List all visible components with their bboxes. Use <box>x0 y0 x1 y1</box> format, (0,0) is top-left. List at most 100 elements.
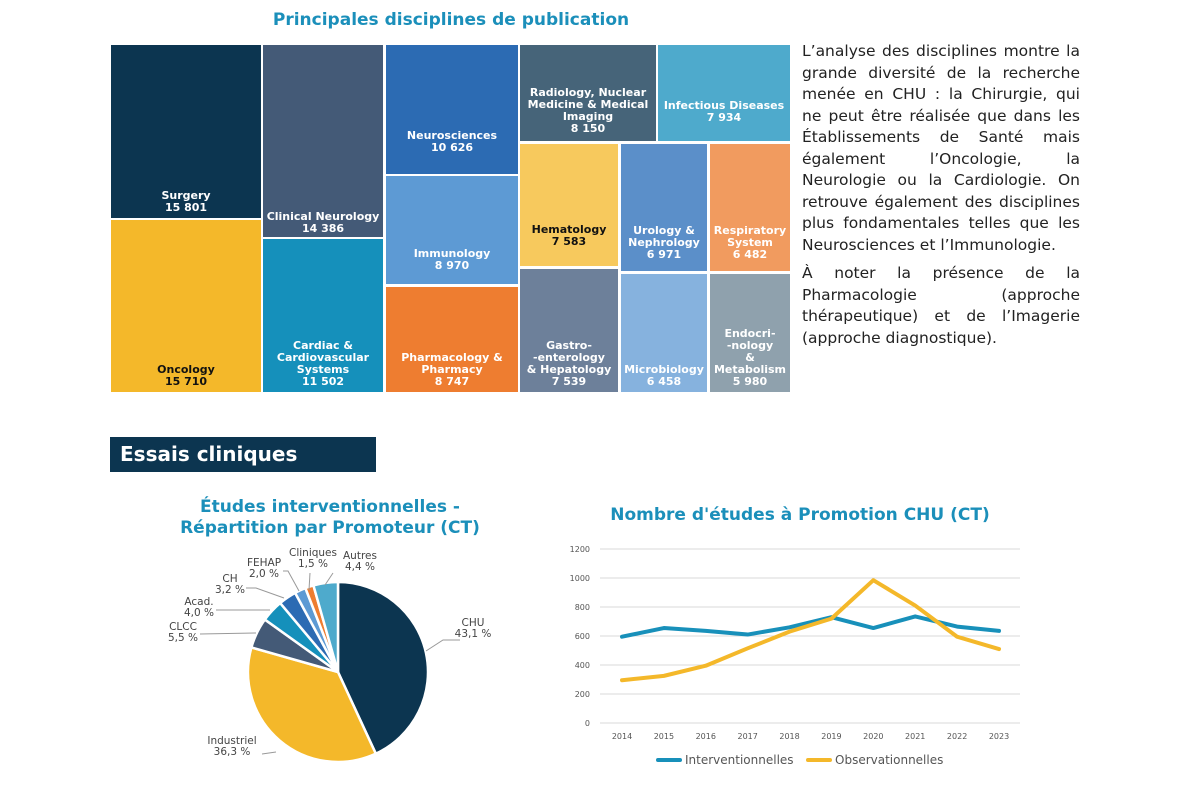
y-tick-label: 200 <box>575 690 590 699</box>
pie-leader-line <box>283 570 300 592</box>
y-tick-label: 600 <box>575 632 590 641</box>
treemap-tile: Hematology 7 583 <box>520 144 618 266</box>
treemap-tile: Infectious Diseases 7 934 <box>658 45 790 141</box>
pie-label: Acad. <box>184 596 213 608</box>
treemap-tile-label: Respiratory System <box>713 224 787 249</box>
pie-slice <box>246 645 378 764</box>
treemap-tile: Surgery 15 801 <box>111 45 261 218</box>
x-tick-label: 2021 <box>905 732 925 741</box>
treemap-tile: Respiratory System 6 482 <box>710 144 790 271</box>
line-series-observationnelles <box>620 578 1001 683</box>
pie-leader-line <box>199 632 257 635</box>
treemap-tile-label: Pharmacology & Pharmacy <box>401 351 503 376</box>
pie-value-label: 43,1 % <box>455 628 492 640</box>
treemap-tile-value: 11 502 <box>301 375 345 388</box>
y-tick-label: 1000 <box>570 574 590 583</box>
treemap-tile: Neurosciences 10 626 <box>386 45 518 174</box>
pie-label: Cliniques <box>289 547 337 559</box>
x-tick-label: 2018 <box>779 732 799 741</box>
treemap-tile-label: Urology & Nephrology <box>628 224 700 249</box>
x-tick-label: 2017 <box>737 732 757 741</box>
pie-slice <box>311 580 340 673</box>
treemap-tile-label: Immunology <box>413 247 491 260</box>
treemap-tile-value: 15 710 <box>164 375 208 388</box>
treemap-tile-label: Endocri- -nology & Metabolism <box>713 327 787 376</box>
line-chart-title: Nombre d'études à Promotion CHU (CT) <box>610 505 990 525</box>
treemap-tile: Microbiology 6 458 <box>621 274 707 392</box>
treemap-tile: Urology & Nephrology 6 971 <box>621 144 707 271</box>
pie-title-line1: Études interventionnelles - <box>200 497 460 517</box>
pie-value-label: 36,3 % <box>214 746 251 758</box>
pie-value-label: 1,5 % <box>298 558 328 570</box>
x-tick-label: 2015 <box>654 732 674 741</box>
treemap-tile-label: Infectious Diseases <box>663 99 785 112</box>
treemap-tile: Immunology 8 970 <box>386 176 518 284</box>
pie-value-label: 4,0 % <box>184 607 214 619</box>
treemap-tile-label: Hematology <box>531 223 607 236</box>
pie-label: FEHAP <box>247 557 281 569</box>
treemap-tile-value: 6 971 <box>646 248 682 261</box>
x-tick-label: 2019 <box>821 732 841 741</box>
treemap-tile-value: 8 970 <box>434 259 470 272</box>
pie-label: CH <box>222 573 237 585</box>
treemap-title: Principales disciplines de publication <box>272 10 630 30</box>
pie-label: CHU <box>462 617 485 629</box>
treemap-tile-label: Cardiac & Cardiovascular Systems <box>276 339 370 376</box>
legend-label: Observationnelles <box>835 753 943 767</box>
y-tick-label: 800 <box>575 603 590 612</box>
pie-label: CLCC <box>169 621 197 633</box>
pie-value-label: 3,2 % <box>215 584 245 596</box>
treemap-tile-value: 7 583 <box>551 235 587 248</box>
x-tick-label: 2023 <box>989 732 1009 741</box>
treemap-tile-label: Radiology, Nuclear Medicine & Medical Im… <box>527 86 649 123</box>
y-tick-label: 400 <box>575 661 590 670</box>
treemap-tile-value: 7 539 <box>551 375 587 388</box>
x-tick-label: 2022 <box>947 732 967 741</box>
treemap-tile-value: 15 801 <box>164 201 208 214</box>
treemap-tile-value: 8 150 <box>570 122 606 135</box>
treemap-tile-value: 14 386 <box>301 222 345 235</box>
pie-title: Études interventionnelles - Répartition … <box>150 497 510 539</box>
analysis-paragraph: L’analyse des disciplines montre la gran… <box>802 42 1080 254</box>
pie-value-label: 5,5 % <box>168 632 198 644</box>
treemap-tile-value: 7 934 <box>706 111 742 124</box>
treemap-tile-value: 10 626 <box>430 141 474 154</box>
analysis-text: L’analyse des disciplines montre la gran… <box>802 41 1080 356</box>
treemap-tile-value: 8 747 <box>434 375 470 388</box>
treemap-tile-label: Microbiology <box>624 363 704 376</box>
treemap-tile-label: Oncology <box>157 363 215 376</box>
pie-leader-line <box>261 751 277 755</box>
treemap-tile: Pharmacology & Pharmacy 8 747 <box>386 287 518 392</box>
treemap-tile: Oncology 15 710 <box>111 220 261 392</box>
pie-slice <box>336 580 430 756</box>
treemap-tile: Clinical Neurology 14 386 <box>263 45 383 237</box>
treemap-tile-value: 6 482 <box>732 248 768 261</box>
pie-label: Autres <box>343 550 377 562</box>
x-tick-label: 2014 <box>612 732 632 741</box>
pie-leader-line <box>246 587 285 599</box>
pie-title-line2: Répartition par Promoteur (CT) <box>180 518 480 538</box>
treemap-tile: Endocri- -nology & Metabolism 5 980 <box>710 274 790 392</box>
pie-label: Industriel <box>207 735 256 747</box>
pie-value-label: 4,4 % <box>345 561 375 573</box>
treemap-tile-value: 6 458 <box>646 375 682 388</box>
analysis-paragraph: À noter la présence de la Pharmacologie … <box>802 264 1080 347</box>
y-tick-label: 1200 <box>570 545 590 554</box>
y-tick-label: 0 <box>585 719 590 728</box>
treemap-tile-value: 5 980 <box>732 375 768 388</box>
x-tick-label: 2016 <box>696 732 716 741</box>
legend-label: Interventionnelles <box>685 753 794 767</box>
treemap-tile-label: Clinical Neurology <box>266 210 380 223</box>
treemap-tile: Cardiac & Cardiovascular Systems 11 502 <box>263 239 383 392</box>
treemap-tile: Radiology, Nuclear Medicine & Medical Im… <box>520 45 656 141</box>
treemap-tile-label: Neurosciences <box>406 129 498 142</box>
treemap-tile: Gastro- -enterology & Hepatology 7 539 <box>520 269 618 392</box>
pie-value-label: 2,0 % <box>249 568 279 580</box>
section-banner-essais-cliniques: Essais cliniques <box>110 437 376 472</box>
x-tick-label: 2020 <box>863 732 883 741</box>
treemap-tile-label: Gastro- -enterology & Hepatology <box>526 339 612 376</box>
treemap-tile-label: Surgery <box>161 189 211 202</box>
pie-leader-line <box>308 572 311 591</box>
pie-leader-line <box>324 572 334 586</box>
